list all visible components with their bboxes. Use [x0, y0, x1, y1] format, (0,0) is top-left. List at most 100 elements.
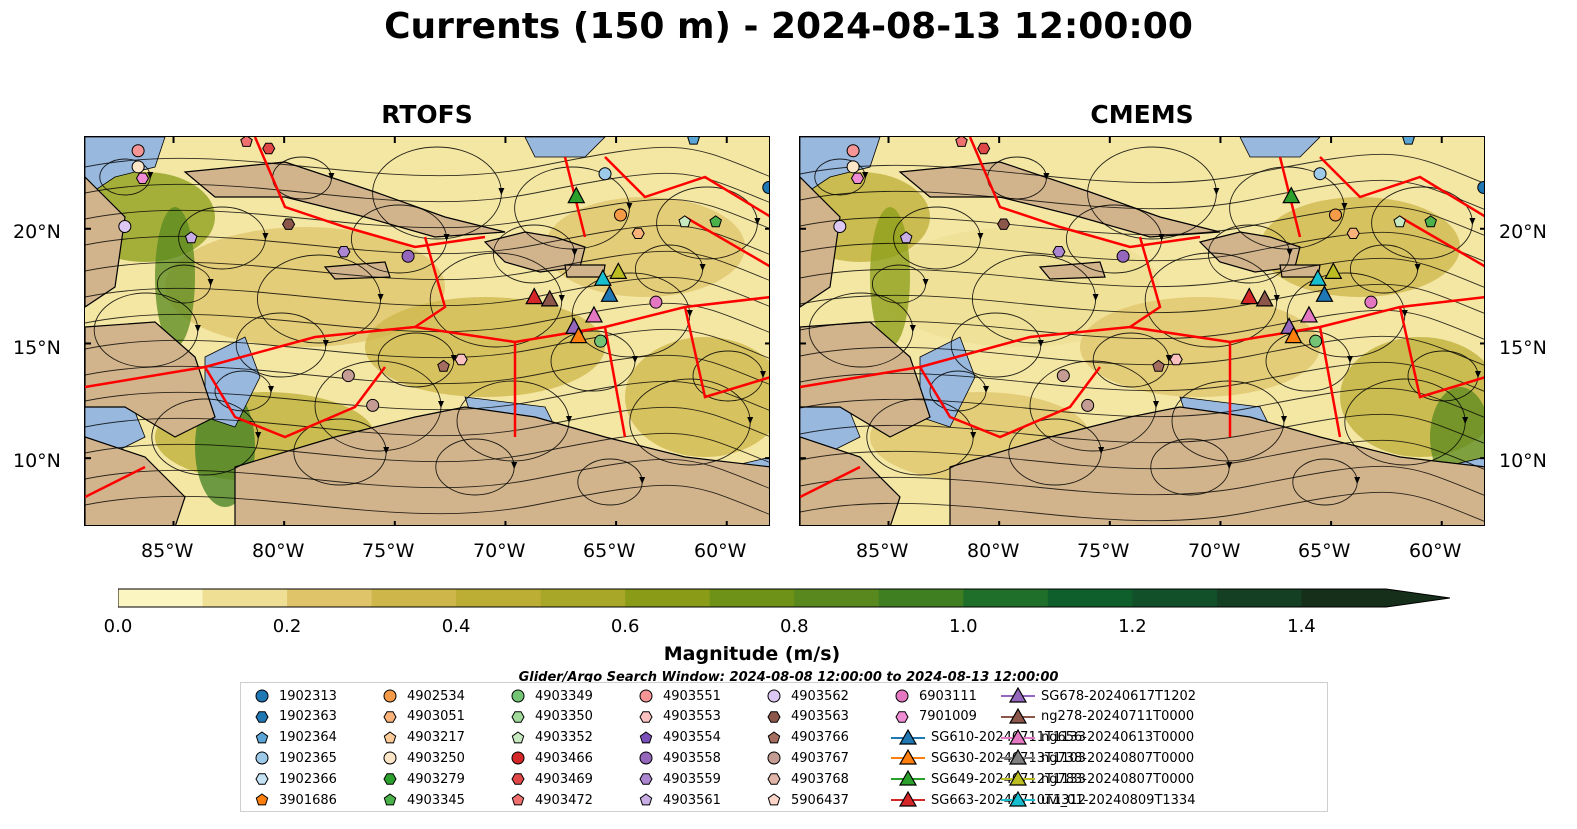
- legend-marker: [383, 751, 397, 765]
- float-4903559: [1052, 246, 1066, 258]
- legend-marker-shape: [255, 730, 269, 743]
- legend-marker: [511, 773, 525, 785]
- legend-marker: [383, 793, 397, 806]
- legend-marker-shape: [255, 711, 269, 723]
- legend-label: 4903250: [407, 750, 465, 766]
- streamline-arrow: [262, 233, 269, 240]
- colorbar-tick-label: 1.4: [1287, 616, 1316, 637]
- streamline-arrow: [686, 310, 693, 317]
- lat-label-10n-right: 10°N: [1499, 450, 1547, 472]
- legend-marker: [639, 689, 653, 703]
- float-4903349: [594, 334, 608, 348]
- legend-marker: [1001, 707, 1035, 724]
- legend-label: 4903051: [407, 709, 465, 725]
- lon-label-75w-right: 75°W: [1077, 540, 1130, 562]
- legend-label: 4903558: [663, 750, 721, 766]
- legend-marker: [255, 773, 269, 785]
- land-yucatan: [85, 176, 126, 308]
- lon-label-60w-right: 60°W: [1409, 540, 1462, 562]
- legend-item: 7901009: [891, 707, 977, 727]
- glider-ng278-20240711T0000: [1255, 289, 1274, 307]
- legend-marker: [511, 793, 525, 806]
- legend-marker-shape: [511, 730, 525, 743]
- streamline: [85, 380, 769, 411]
- legend-marker-shape: [511, 773, 525, 785]
- legend: 1902313 1902363 1902364 1902365 1902366 39016…: [240, 682, 1328, 812]
- glider-uvi_01-20240809T1334: [593, 268, 612, 286]
- float-4903553: [1169, 353, 1183, 366]
- lat-label-10n: 10°N: [13, 450, 61, 472]
- legend-item: 4903466: [507, 748, 593, 768]
- streamline-arrow: [438, 401, 444, 408]
- float-4903352: [1393, 215, 1406, 228]
- streamline-arrow: [268, 386, 274, 393]
- eez-line: [603, 326, 627, 438]
- legend-label: 4903553: [663, 709, 721, 725]
- streamline-arrow: [1037, 340, 1044, 347]
- eez-line: [1129, 236, 1162, 329]
- legend-marker: [767, 793, 781, 806]
- land-jamaica: [323, 261, 391, 280]
- legend-marker: [767, 711, 781, 723]
- lat-label-15n-right: 15°N: [1499, 337, 1547, 359]
- streamline: [85, 198, 769, 229]
- legend-label: 6903111: [919, 688, 977, 704]
- legend-item: 4903217: [379, 728, 465, 748]
- float-4903766: [1152, 359, 1165, 372]
- streamline-arrow: [1098, 447, 1105, 454]
- legend-marker: [383, 730, 397, 743]
- legend-marker: [1001, 687, 1035, 703]
- colorbar-tick-label: 0.8: [779, 616, 809, 637]
- legend-marker: [383, 689, 397, 703]
- lon-label-85w: 85°W: [141, 540, 194, 562]
- legend-marker: [1001, 749, 1035, 765]
- float-4903766: [437, 359, 450, 372]
- legend-item: ng738-20240807T0000: [1001, 748, 1194, 768]
- legend-item: 3901686: [251, 790, 337, 810]
- legend-marker: [767, 689, 781, 703]
- streamline-arrow: [255, 432, 262, 439]
- eez-boundaries: [85, 137, 769, 499]
- legend-marker-shape: [767, 689, 781, 703]
- streamline-arrow: [443, 234, 450, 241]
- eez-line: [85, 465, 146, 499]
- lat-label-15n: 15°N: [13, 337, 61, 359]
- float-4903051: [631, 227, 645, 239]
- legend-label: ng278-20240711T0000: [1041, 709, 1195, 725]
- streamline: [85, 146, 769, 177]
- legend-label: 4902534: [407, 688, 465, 704]
- legend-item: 4903352: [507, 728, 593, 748]
- float-4903250: [131, 160, 145, 174]
- float-6903111: [1364, 295, 1378, 309]
- streamline: [85, 172, 769, 203]
- lon-label-80w: 80°W: [252, 540, 305, 562]
- float-4903352: [678, 215, 691, 228]
- float-4903561: [184, 231, 198, 244]
- streamline: [85, 276, 769, 307]
- streamlines: [800, 146, 1484, 522]
- legend-marker: [255, 751, 269, 765]
- eez-line: [203, 366, 386, 439]
- legend-marker-shape: [383, 689, 397, 703]
- legend-item: 4903279: [379, 769, 465, 789]
- figure-title: Currents (150 m) - 2024-08-13 12:00:00: [384, 6, 1193, 47]
- legend-label: 4903466: [535, 750, 593, 766]
- argo-floats: [118, 137, 769, 412]
- eez-line: [1398, 306, 1484, 399]
- legend-label: 1902313: [279, 688, 337, 704]
- panel-title-rtofs: RTOFS: [381, 100, 473, 129]
- legend-marker-shape: [767, 730, 781, 743]
- streamline-arrow: [970, 432, 977, 439]
- lon-label-70w-right: 70°W: [1188, 540, 1241, 562]
- legend-marker-shape: [639, 793, 653, 806]
- streamline-arrow: [498, 188, 505, 195]
- float-1902365: [1313, 167, 1327, 181]
- float-7901009: [135, 172, 150, 184]
- colorbar-bin: [878, 589, 964, 607]
- legend-marker-shape: [767, 793, 781, 806]
- legend-marker-shape: [255, 793, 269, 806]
- legend-item: 4903563: [763, 707, 849, 727]
- streamline: [800, 439, 1484, 470]
- float-4903561: [899, 231, 913, 244]
- float-4902534: [1329, 208, 1343, 222]
